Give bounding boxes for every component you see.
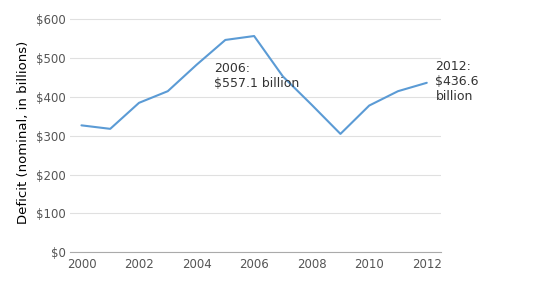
Y-axis label: Deficit (nominal, in billions): Deficit (nominal, in billions)	[17, 40, 31, 224]
Text: 2006:
$557.1 billion: 2006: $557.1 billion	[214, 62, 299, 90]
Text: 2012:
$436.6
billion: 2012: $436.6 billion	[435, 60, 479, 103]
